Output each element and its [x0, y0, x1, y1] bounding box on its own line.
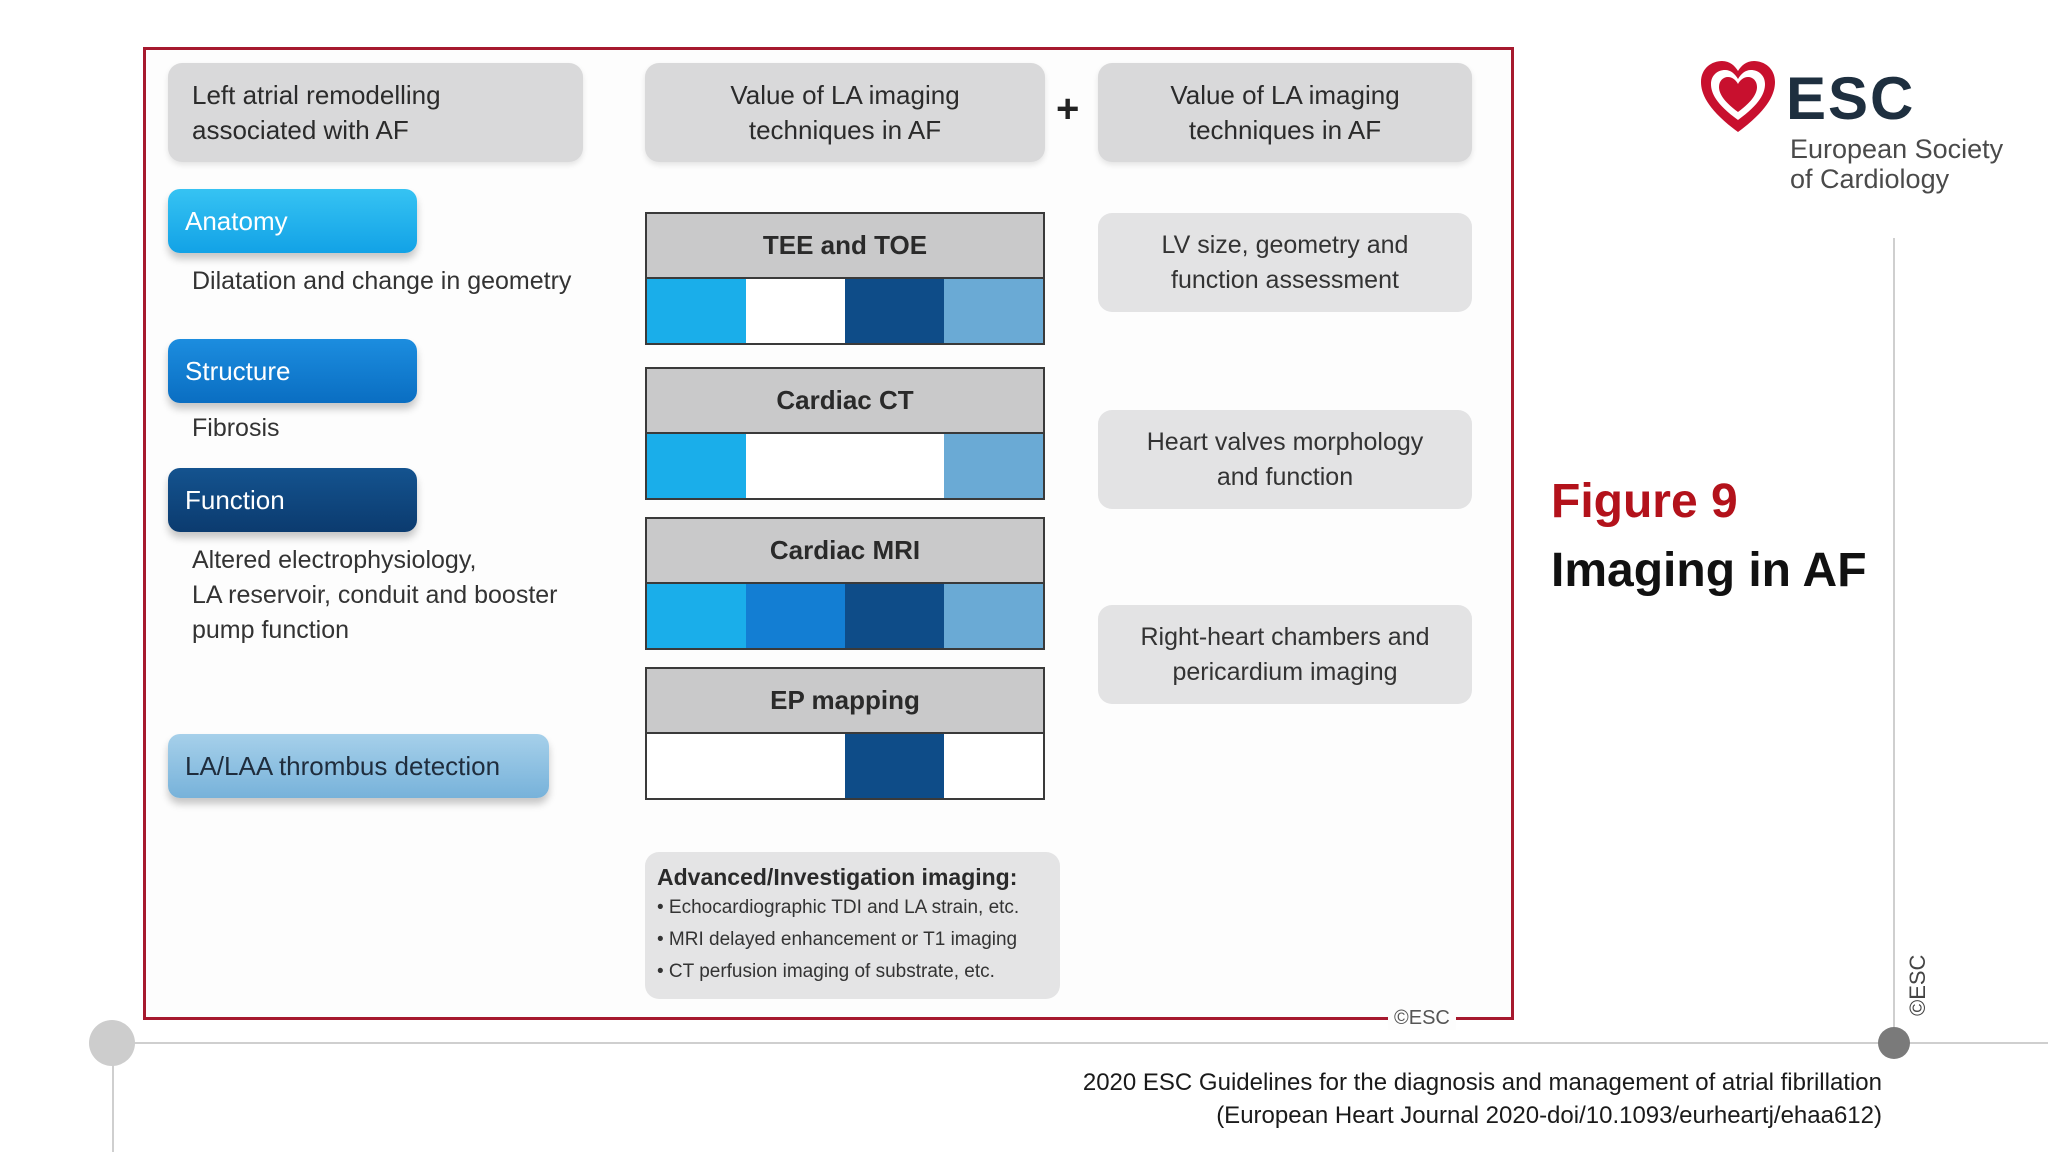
value-right-heart: Right-heart chambers and pericardium ima…: [1098, 605, 1472, 704]
panel-copyright: ©ESC: [1388, 1007, 1456, 1030]
logo-subtitle-line2: of Cardiology: [1790, 164, 1950, 194]
right-vertical-line: [1893, 238, 1895, 1042]
plus-sign: +: [1056, 87, 1080, 131]
figure-title: Imaging in AF: [1551, 544, 1867, 597]
technique-title: Cardiac CT: [647, 369, 1043, 434]
bottom-divider-line: [112, 1042, 2048, 1044]
advanced-imaging-item: • MRI delayed enhancement or T1 imaging: [657, 929, 1018, 950]
left-vertical-line: [112, 1042, 114, 1152]
technique-cell: [746, 734, 845, 798]
figure-number: Figure 9: [1551, 475, 1738, 528]
technique-cell: [647, 734, 746, 798]
citation-line1: 2020 ESC Guidelines for the diagnosis an…: [1082, 1069, 1882, 1096]
anatomy-label: Anatomy: [185, 205, 288, 236]
technique-cell: [845, 584, 944, 648]
technique-cell: [647, 434, 746, 498]
technique-title: TEE and TOE: [647, 214, 1043, 279]
advanced-imaging-title: Advanced/Investigation imaging:: [657, 864, 1018, 890]
header-left-text: Left atrial remodelling associated with …: [192, 79, 441, 145]
anatomy-pill: Anatomy: [168, 189, 417, 253]
header-middle-text: Value of LA imaging techniques in AF: [730, 79, 960, 145]
advanced-imaging-item: • CT perfusion imaging of substrate, etc…: [657, 961, 995, 982]
technique-cell: [746, 434, 845, 498]
advanced-imaging-box: Advanced/Investigation imaging: • Echoca…: [645, 852, 1060, 999]
technique-cell: [944, 734, 1043, 798]
technique-cell: [944, 434, 1043, 498]
technique-cell: [746, 279, 845, 343]
anatomy-description: Dilatation and change in geometry: [192, 267, 572, 295]
technique-title: Cardiac MRI: [647, 519, 1043, 584]
structure-label: Structure: [185, 355, 291, 386]
advanced-imaging-item: • Echocardiographic TDI and LA strain, e…: [657, 897, 1020, 918]
technique-cell: [944, 279, 1043, 343]
thrombus-detection-label: LA/LAA thrombus detection: [185, 750, 501, 781]
header-left-atrial-remodelling: Left atrial remodelling associated with …: [168, 63, 583, 162]
technique-cell: [647, 584, 746, 648]
technique-title: EP mapping: [647, 669, 1043, 734]
technique-cell: [647, 279, 746, 343]
value-lv-assessment: LV size, geometry and function assessmen…: [1098, 213, 1472, 312]
technique-cardiac-ct: Cardiac CT: [645, 367, 1045, 500]
header-la-imaging-techniques: Value of LA imaging techniques in AF: [645, 63, 1045, 162]
technique-cardiac-mri: Cardiac MRI: [645, 517, 1045, 650]
technique-cell: [845, 734, 944, 798]
function-label: Function: [185, 484, 285, 515]
function-pill: Function: [168, 468, 417, 532]
technique-cell: [845, 434, 944, 498]
header-la-imaging-value: Value of LA imaging techniques in AF: [1098, 63, 1472, 162]
right-circle-marker: [1878, 1027, 1910, 1059]
heart-logo-icon: [1698, 58, 1778, 138]
technique-ep-mapping: EP mapping: [645, 667, 1045, 800]
value-heart-valves: Heart valves morphology and function: [1098, 410, 1472, 509]
thrombus-detection-pill: LA/LAA thrombus detection: [168, 734, 549, 798]
technique-cell: [746, 584, 845, 648]
structure-pill: Structure: [168, 339, 417, 403]
logo-name: ESC: [1786, 65, 1916, 132]
side-copyright: ©ESC: [1905, 954, 1930, 1016]
citation-line2: (European Heart Journal 2020-doi/10.1093…: [1216, 1102, 1882, 1129]
logo-subtitle-line1: European Society: [1790, 134, 2004, 164]
function-description: Altered electrophysiology, LA reservoir,…: [192, 546, 558, 644]
structure-description: Fibrosis: [192, 414, 280, 442]
left-circle-marker: [89, 1020, 135, 1066]
technique-tee-toe: TEE and TOE: [645, 212, 1045, 345]
header-right-text: Value of LA imaging techniques in AF: [1170, 79, 1400, 145]
technique-cell: [944, 584, 1043, 648]
technique-cell: [845, 279, 944, 343]
